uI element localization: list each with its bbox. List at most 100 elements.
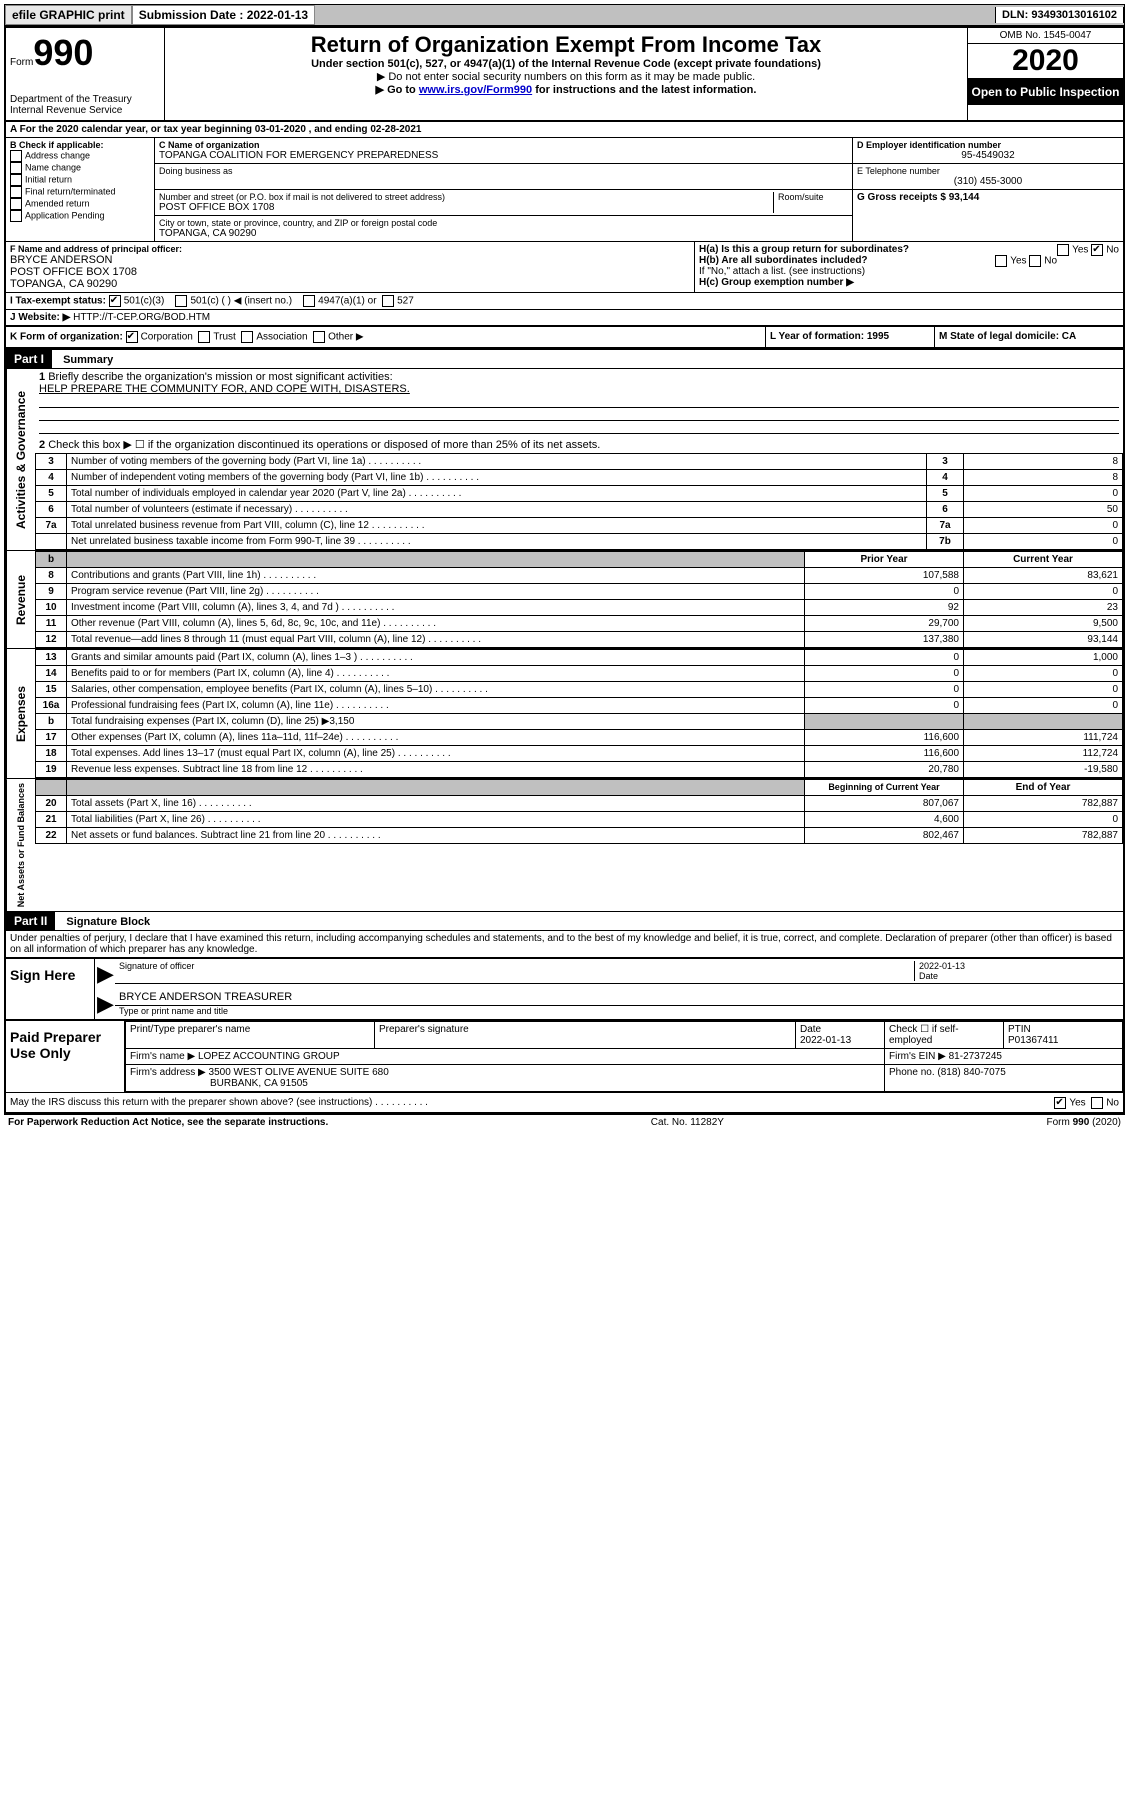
q2-label: Check this box ▶ ☐ if the organization d…	[48, 439, 600, 451]
form-subtitle-3: ▶ Go to www.irs.gov/Form990 for instruct…	[171, 83, 961, 96]
net-assets-label: Net Assets or Fund Balances	[6, 779, 35, 911]
527-checkbox[interactable]	[382, 295, 394, 307]
ha-no-checkbox[interactable]	[1091, 244, 1103, 256]
city-label: City or town, state or province, country…	[159, 218, 848, 228]
table-row: 8Contributions and grants (Part VIII, li…	[36, 568, 1123, 584]
form-subtitle-1: Under section 501(c), 527, or 4947(a)(1)…	[171, 58, 961, 70]
ha-yes-checkbox[interactable]	[1057, 244, 1069, 256]
box-m-state: M State of legal domicile: CA	[934, 327, 1123, 347]
box-f: F Name and address of principal officer:…	[6, 242, 695, 292]
table-row: 20Total assets (Part X, line 16)807,0677…	[36, 796, 1123, 812]
prep-sig-label: Preparer's signature	[375, 1022, 796, 1049]
form-number: 990	[33, 32, 93, 73]
hb-no-checkbox[interactable]	[1029, 255, 1041, 267]
part2-title: Signature Block	[58, 916, 150, 928]
street-label: Number and street (or P.O. box if mail i…	[159, 192, 769, 202]
table-row: bTotal fundraising expenses (Part IX, co…	[36, 714, 1123, 730]
firm-name: LOPEZ ACCOUNTING GROUP	[198, 1051, 340, 1062]
perjury-statement: Under penalties of perjury, I declare th…	[6, 931, 1123, 957]
assoc-checkbox[interactable]	[241, 331, 253, 343]
box-l-year: L Year of formation: 1995	[765, 327, 934, 347]
box-b: B Check if applicable: Address change Na…	[6, 138, 155, 241]
firm-phone: (818) 840-7075	[937, 1067, 1005, 1078]
box-i-tax-exempt: I Tax-exempt status: 501(c)(3) 501(c) ( …	[6, 293, 1123, 310]
irs-label: Internal Revenue Service	[10, 105, 160, 116]
activities-governance-label: Activities & Governance	[6, 369, 35, 550]
discuss-yes-checkbox[interactable]	[1054, 1097, 1066, 1109]
table-row: 13Grants and similar amounts paid (Part …	[36, 650, 1123, 666]
omb-number: OMB No. 1545-0047	[968, 28, 1123, 44]
dba-label: Doing business as	[159, 166, 848, 176]
table-row: 12Total revenue—add lines 8 through 11 (…	[36, 632, 1123, 648]
footer-mid: Cat. No. 11282Y	[651, 1117, 724, 1128]
revenue-table: bPrior YearCurrent Year 8Contributions a…	[35, 551, 1123, 648]
application-pending-checkbox[interactable]	[10, 210, 22, 222]
discuss-row: May the IRS discuss this return with the…	[6, 1092, 1123, 1112]
open-public-badge: Open to Public Inspection	[968, 79, 1123, 105]
address-change-checkbox[interactable]	[10, 150, 22, 162]
page-footer: For Paperwork Reduction Act Notice, see …	[4, 1114, 1125, 1130]
sig-date-value: 2022-01-13	[919, 961, 1119, 971]
501c-checkbox[interactable]	[175, 295, 187, 307]
org-name: TOPANGA COALITION FOR EMERGENCY PREPARED…	[159, 150, 848, 161]
self-employed-check: Check ☐ if self-employed	[885, 1022, 1004, 1049]
part1-bar: Part I	[6, 350, 52, 368]
box-k-form-org: K Form of organization: Corporation Trus…	[6, 327, 765, 347]
discuss-no-checkbox[interactable]	[1091, 1097, 1103, 1109]
sign-here-block: Sign Here ▶ Signature of officer2022-01-…	[6, 957, 1123, 1019]
type-name-label: Type or print name and title	[115, 1006, 1123, 1016]
final-return-checkbox[interactable]	[10, 186, 22, 198]
box-g-gross-receipts: G Gross receipts $ 93,144	[853, 190, 1123, 205]
form990-link[interactable]: www.irs.gov/Form990	[419, 84, 532, 96]
box-j-website: J Website: ▶ HTTP://T-CEP.ORG/BOD.HTM	[6, 310, 1123, 327]
arrow-icon: ▶	[95, 959, 115, 989]
form-header: Form990 Department of the Treasury Inter…	[6, 28, 1123, 122]
phone-value: (310) 455-3000	[857, 176, 1119, 187]
table-row: 14Benefits paid to or for members (Part …	[36, 666, 1123, 682]
revenue-label: Revenue	[6, 551, 35, 648]
net-assets-table: Beginning of Current YearEnd of Year 20T…	[35, 779, 1123, 844]
initial-return-checkbox[interactable]	[10, 174, 22, 186]
table-row: 17Other expenses (Part IX, column (A), l…	[36, 730, 1123, 746]
amended-return-checkbox[interactable]	[10, 198, 22, 210]
trust-checkbox[interactable]	[198, 331, 210, 343]
table-row: 19Revenue less expenses. Subtract line 1…	[36, 762, 1123, 778]
501c3-checkbox[interactable]	[109, 295, 121, 307]
form-frame: Form990 Department of the Treasury Inter…	[4, 26, 1125, 1114]
tax-year: 2020	[968, 44, 1123, 79]
box-h: H(a) Is this a group return for subordin…	[695, 242, 1123, 292]
box-d-label: D Employer identification number	[857, 140, 1119, 150]
table-row: 15Salaries, other compensation, employee…	[36, 682, 1123, 698]
box-c-label: C Name of organization	[159, 140, 848, 150]
4947-checkbox[interactable]	[303, 295, 315, 307]
other-checkbox[interactable]	[313, 331, 325, 343]
room-suite-label: Room/suite	[774, 192, 848, 213]
form-word: Form	[10, 57, 33, 68]
section-a-tax-year: A For the 2020 calendar year, or tax yea…	[6, 122, 1123, 138]
ptin-value: P01367411	[1008, 1035, 1058, 1046]
corp-checkbox[interactable]	[126, 331, 138, 343]
form-title: Return of Organization Exempt From Incom…	[171, 32, 961, 58]
table-row: 18Total expenses. Add lines 13–17 (must …	[36, 746, 1123, 762]
efile-print-button[interactable]: efile GRAPHIC print	[5, 5, 132, 25]
firm-address-2: BURBANK, CA 91505	[130, 1078, 308, 1089]
table-row: 7aTotal unrelated business revenue from …	[36, 518, 1123, 534]
table-row: 10Investment income (Part VIII, column (…	[36, 600, 1123, 616]
q1-label: Briefly describe the organization's miss…	[48, 371, 392, 383]
hb-yes-checkbox[interactable]	[995, 255, 1007, 267]
prep-name-label: Print/Type preparer's name	[126, 1022, 375, 1049]
table-row: 3Number of voting members of the governi…	[36, 454, 1123, 470]
table-row: 9Program service revenue (Part VIII, lin…	[36, 584, 1123, 600]
table-row: 4Number of independent voting members of…	[36, 470, 1123, 486]
street-value: POST OFFICE BOX 1708	[159, 202, 769, 213]
expenses-table: 13Grants and similar amounts paid (Part …	[35, 649, 1123, 778]
table-row: 21Total liabilities (Part X, line 26)4,6…	[36, 812, 1123, 828]
footer-left: For Paperwork Reduction Act Notice, see …	[8, 1117, 328, 1128]
table-row: 6Total number of volunteers (estimate if…	[36, 502, 1123, 518]
table-row: 11Other revenue (Part VIII, column (A), …	[36, 616, 1123, 632]
name-change-checkbox[interactable]	[10, 162, 22, 174]
dept-label: Department of the Treasury	[10, 94, 160, 105]
form-subtitle-2: ▶ Do not enter social security numbers o…	[171, 70, 961, 83]
ein-value: 95-4549032	[857, 150, 1119, 161]
part1-title: Summary	[55, 354, 113, 366]
